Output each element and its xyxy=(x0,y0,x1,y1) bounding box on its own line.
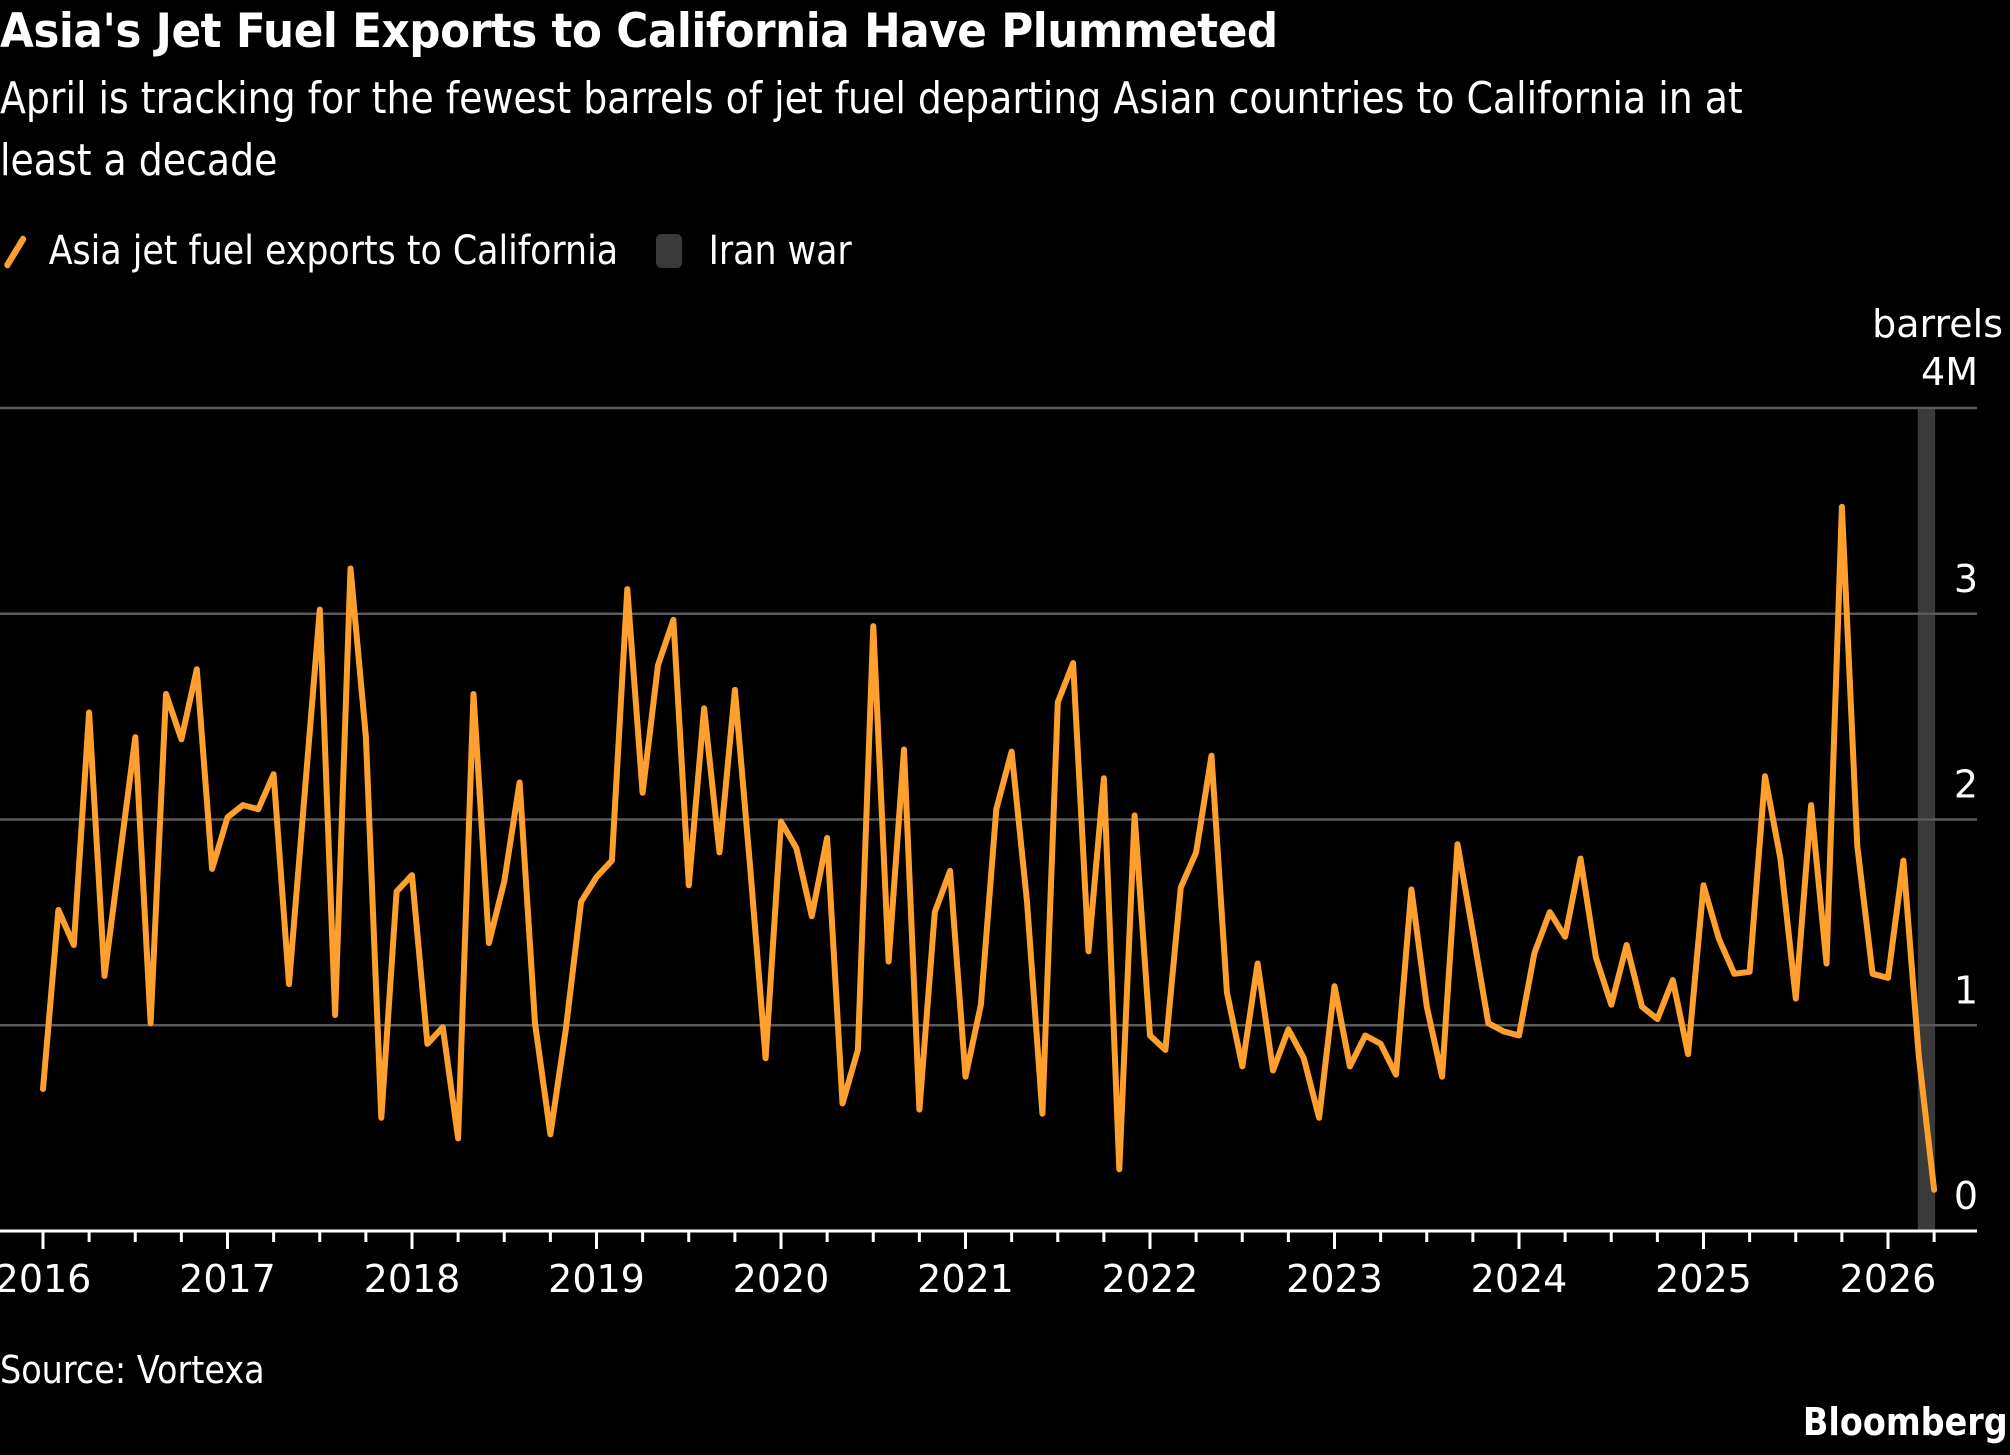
x-axis: 2016 2017 2018 2019 2020 2021 2022 2023 2024 2025… xyxy=(0,1229,1977,1301)
y-axis-labels: 0 1 2 3 4M xyxy=(1921,350,1978,1218)
x-tick-label: 2020 xyxy=(733,1257,830,1301)
y-tick-label: 1 xyxy=(1954,968,1978,1012)
legend-label-iran-war: Iran war xyxy=(708,228,852,274)
legend-item-exports: Asia jet fuel exports to California xyxy=(0,228,618,274)
y-unit-label: barrels xyxy=(1872,302,2003,346)
x-tick-label: 2025 xyxy=(1655,1257,1752,1301)
legend: Asia jet fuel exports to California Iran… xyxy=(0,226,890,276)
bloomberg-logo: Bloomberg xyxy=(1803,1400,2008,1444)
y-tick-label: 3 xyxy=(1954,557,1978,601)
legend-item-iran-war: Iran war xyxy=(656,228,852,274)
chart-subtitle: April is tracking for the fewest barrels… xyxy=(0,73,1743,186)
y-tick-label: 4M xyxy=(1921,350,1978,394)
legend-label-exports: Asia jet fuel exports to California xyxy=(48,228,619,274)
x-tick-label: 2018 xyxy=(364,1257,461,1301)
x-tick-label: 2019 xyxy=(548,1257,645,1301)
x-tick-label: 2026 xyxy=(1840,1257,1937,1301)
chart-title: Asia's Jet Fuel Exports to California Ha… xyxy=(0,4,1278,59)
series-layer xyxy=(40,503,1938,1193)
x-tick-label: 2021 xyxy=(917,1257,1014,1301)
y-tick-label: 0 xyxy=(1954,1174,1978,1218)
x-tick-label: 2022 xyxy=(1102,1257,1199,1301)
source-note: Source: Vortexa xyxy=(0,1348,265,1392)
x-tick-label: 2024 xyxy=(1471,1257,1568,1301)
band-swatch-icon xyxy=(656,234,683,268)
x-tick-label: 2023 xyxy=(1286,1257,1383,1301)
y-tick-label: 2 xyxy=(1954,763,1978,807)
series-line-asia-jet-fuel-exports xyxy=(40,503,1938,1193)
x-tick-label: 2016 xyxy=(0,1257,91,1301)
x-tick-label: 2017 xyxy=(179,1257,276,1301)
